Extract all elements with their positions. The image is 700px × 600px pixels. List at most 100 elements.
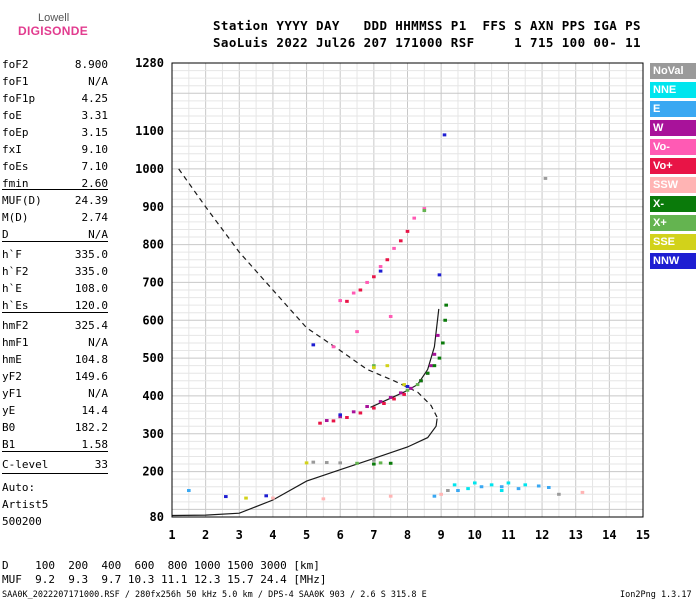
param-key: M(D) bbox=[2, 211, 29, 224]
point-vominus bbox=[331, 345, 336, 349]
y-tick-label: 800 bbox=[142, 238, 164, 252]
param-hF2: h`F2 335.0 bbox=[2, 265, 108, 279]
y-tick-label: 80 bbox=[150, 510, 164, 524]
legend-vo-plus: Vo+ bbox=[650, 158, 696, 174]
curve-profileSolid bbox=[171, 418, 438, 517]
point-voplus bbox=[398, 239, 403, 243]
param-key: fxI bbox=[2, 143, 22, 156]
param-key: h`F bbox=[2, 248, 22, 261]
param-value: 33 bbox=[94, 458, 108, 471]
point-voplus bbox=[358, 411, 363, 415]
point-vominus bbox=[422, 207, 427, 211]
point-noval bbox=[324, 461, 329, 465]
param-value: 14.4 bbox=[81, 404, 109, 417]
point-nne bbox=[523, 483, 528, 487]
panel-divider bbox=[2, 189, 108, 190]
param-yF1: yF1 N/A bbox=[2, 387, 108, 401]
y-tick-label: 300 bbox=[142, 427, 164, 441]
point-e bbox=[516, 487, 521, 491]
x-tick-label: 2 bbox=[202, 528, 209, 542]
param-hEs: h`Es 120.0 bbox=[2, 299, 108, 313]
point-ssw bbox=[271, 496, 275, 500]
point-voplus bbox=[402, 392, 406, 396]
point-voplus bbox=[405, 229, 410, 233]
point-xminus bbox=[388, 461, 393, 465]
param-foF1p: foF1p 4.25 bbox=[2, 92, 108, 106]
x-tick-label: 10 bbox=[468, 528, 482, 542]
legend-x-plus: X+ bbox=[650, 215, 696, 231]
param-B1: B1 1.58 bbox=[2, 438, 108, 452]
param-value: 104.8 bbox=[74, 353, 108, 366]
header-line-2: SaoLuis 2022 Jul26 207 171000 RSF 1 715 … bbox=[213, 35, 641, 50]
param-key: yF1 bbox=[2, 387, 22, 400]
auto-label: Auto: bbox=[2, 481, 36, 494]
point-w bbox=[398, 391, 403, 395]
point-xplus bbox=[415, 383, 420, 387]
panel-divider bbox=[2, 241, 108, 242]
param-foF1: foF1 N/A bbox=[2, 75, 108, 89]
y-tick-label: 1100 bbox=[135, 124, 164, 138]
param-yE: yE 14.4 bbox=[2, 404, 108, 418]
point-sse bbox=[402, 383, 406, 387]
param-key: fmin bbox=[2, 177, 29, 190]
legend-nne: NNE bbox=[650, 82, 696, 98]
point-voplus bbox=[382, 402, 386, 405]
point-w bbox=[365, 405, 369, 409]
point-voplus bbox=[318, 421, 322, 425]
param-foEs: foEs 7.10 bbox=[2, 160, 108, 174]
point-vominus bbox=[338, 299, 343, 303]
param-value: 335.0 bbox=[74, 248, 108, 261]
param-key: foEs bbox=[2, 160, 29, 173]
point-vominus bbox=[388, 314, 393, 318]
curve-mufDashed bbox=[178, 168, 439, 419]
point-nne bbox=[472, 481, 477, 485]
point-nne bbox=[499, 489, 504, 493]
point-nne bbox=[506, 481, 511, 485]
legend-vo-minus: Vo- bbox=[650, 139, 696, 155]
param-c-level: C-level 33 bbox=[2, 458, 108, 472]
panel-divider bbox=[2, 312, 108, 313]
point-nne bbox=[489, 483, 494, 487]
chart-grid bbox=[172, 63, 643, 517]
point-nnw bbox=[442, 133, 447, 137]
point-w bbox=[388, 395, 393, 399]
point-voplus bbox=[331, 419, 336, 423]
param-value: 325.4 bbox=[74, 319, 108, 332]
auto-version: 500200 bbox=[2, 515, 42, 528]
param-value: 2.60 bbox=[81, 177, 109, 190]
point-w bbox=[409, 386, 413, 390]
point-voplus bbox=[345, 299, 349, 303]
param-value: N/A bbox=[88, 336, 108, 349]
param-value: 335.0 bbox=[74, 265, 108, 278]
param-key: foF1p bbox=[2, 92, 36, 105]
logo-digisonde: DIGISONDE bbox=[18, 24, 89, 38]
point-e bbox=[547, 485, 551, 489]
point-sse bbox=[372, 366, 376, 370]
param-hF: h`F 335.0 bbox=[2, 248, 108, 262]
point-xminus bbox=[425, 371, 430, 375]
point-w bbox=[324, 419, 329, 423]
file-info: SAA0K_2022207171000.RSF / 280fx256h 50 k… bbox=[2, 590, 427, 600]
point-xminus bbox=[432, 364, 437, 368]
point-e bbox=[499, 485, 504, 489]
param-value: 182.2 bbox=[74, 421, 108, 434]
param-key: h`F2 bbox=[2, 265, 29, 278]
param-key: h`Es bbox=[2, 299, 29, 312]
y-tick-label: 1000 bbox=[135, 162, 164, 176]
point-voplus bbox=[385, 258, 390, 262]
point-nnw bbox=[437, 273, 442, 277]
point-ssw bbox=[439, 492, 443, 496]
point-nnw bbox=[338, 413, 343, 417]
x-tick-label: 12 bbox=[535, 528, 549, 542]
x-tick-label: 4 bbox=[269, 528, 276, 542]
param-key: B1 bbox=[2, 438, 16, 451]
point-ssw bbox=[388, 494, 393, 498]
point-noval bbox=[446, 489, 450, 493]
x-tick-label: 6 bbox=[337, 528, 344, 542]
point-nnw bbox=[224, 495, 228, 499]
point-voplus bbox=[358, 288, 363, 292]
point-voplus bbox=[372, 275, 376, 279]
legend-e: E bbox=[650, 101, 696, 117]
x-tick-label: 1 bbox=[168, 528, 175, 542]
param-value: 7.10 bbox=[81, 160, 109, 173]
